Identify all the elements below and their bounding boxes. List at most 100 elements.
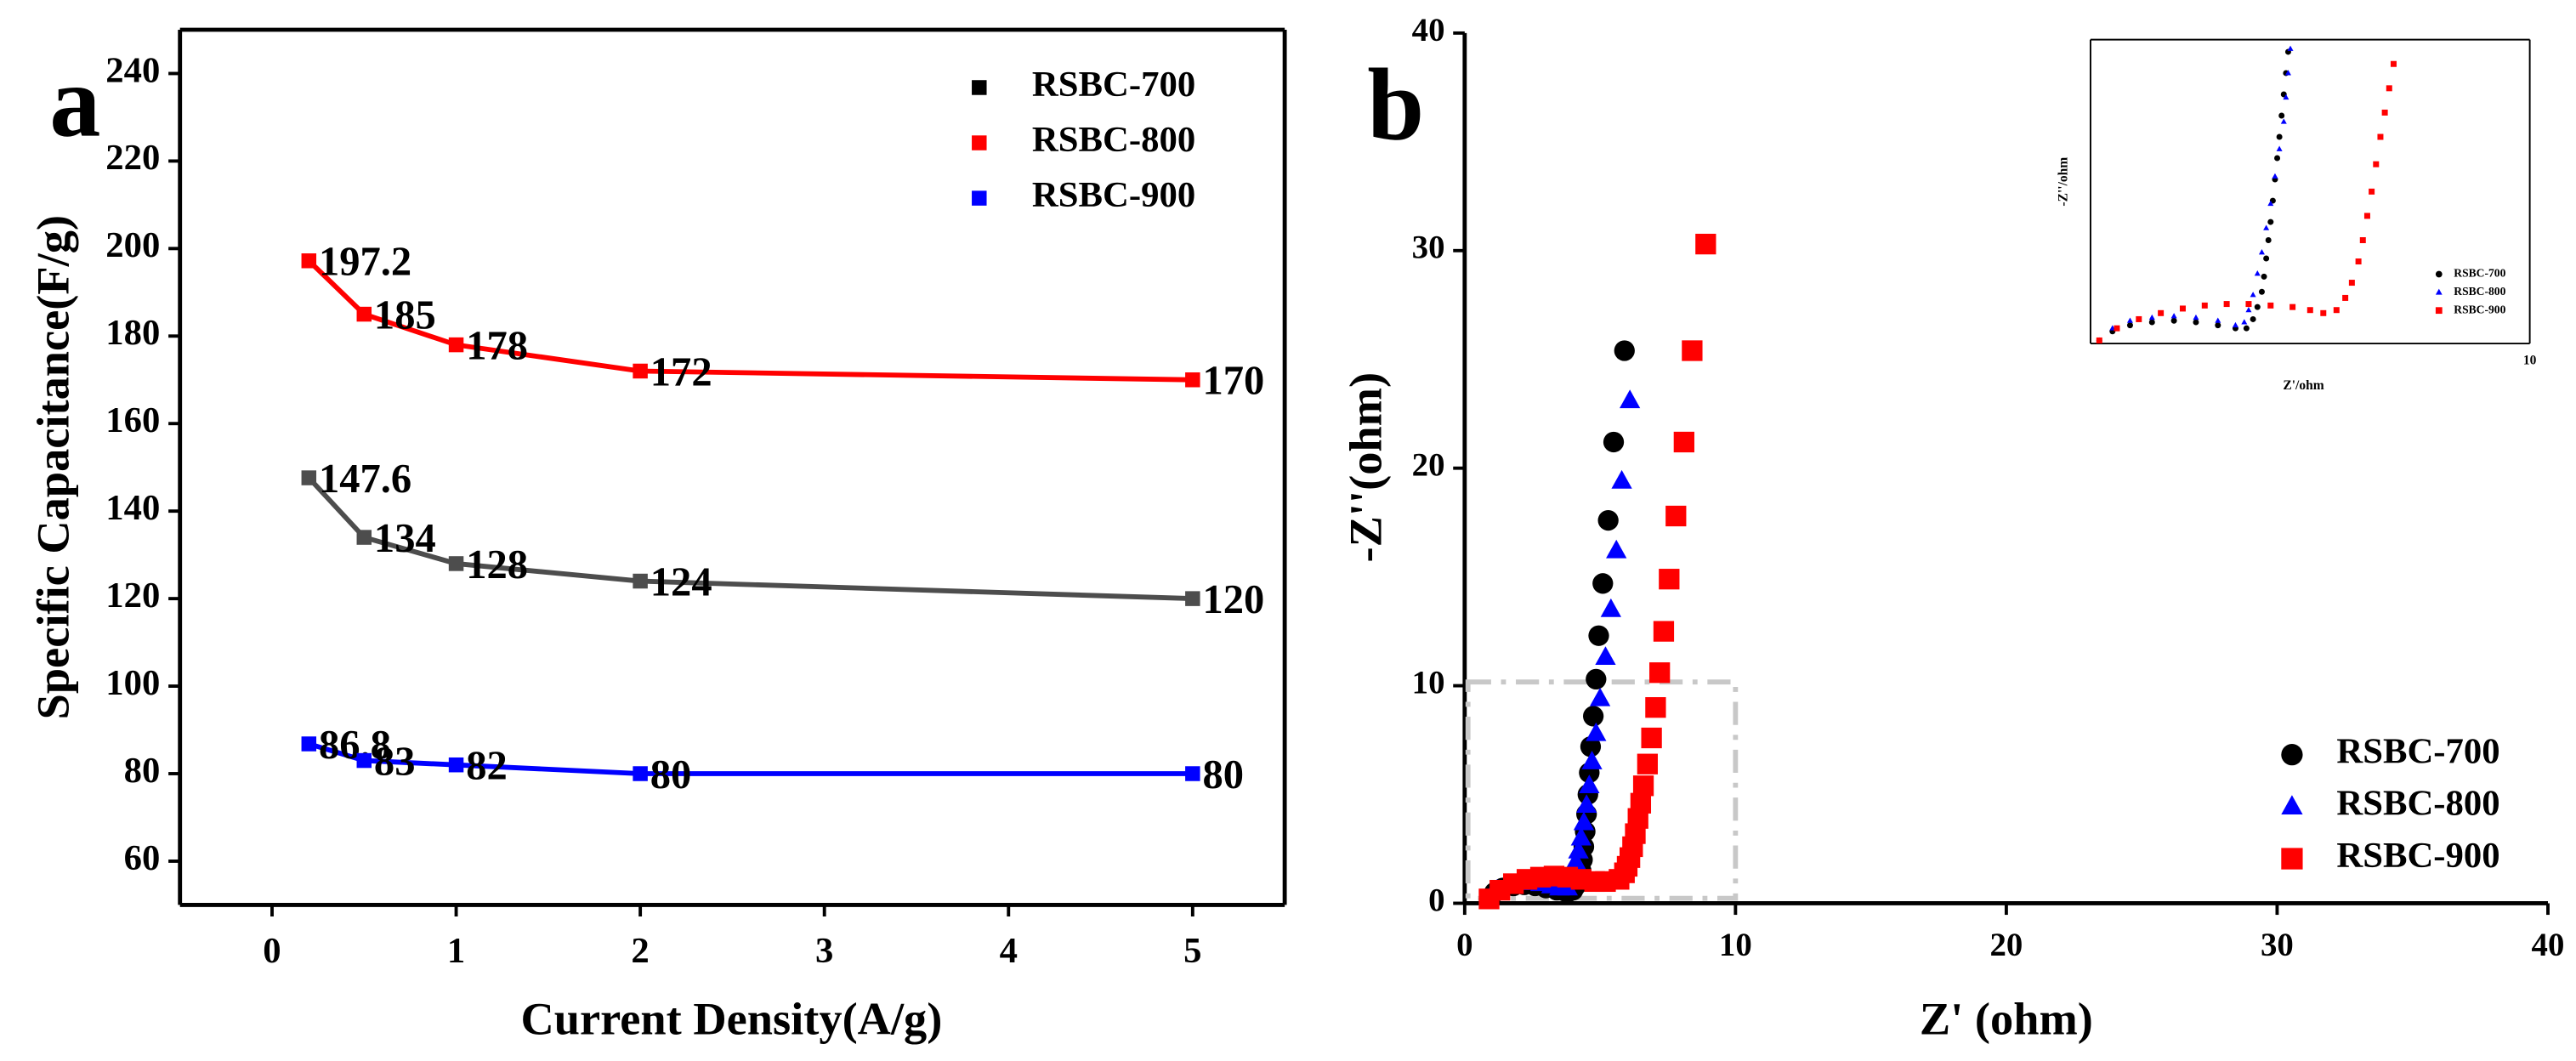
y-tick-label: 160 [105, 400, 160, 440]
legend-marker [2281, 795, 2303, 814]
data-point [2276, 145, 2283, 151]
data-point [1580, 736, 1602, 757]
data-point [2193, 314, 2199, 321]
data-point [2179, 305, 2186, 312]
data-point [1597, 509, 1619, 531]
x-axis-label: Current Density(A/g) [521, 994, 943, 1045]
data-label: 124 [650, 559, 712, 604]
data-label: 83 [374, 739, 416, 785]
data-point [1606, 539, 1627, 559]
legend-marker [972, 80, 987, 95]
data-label: 82 [466, 743, 508, 789]
chart-panel: a Specific Capacitance(F/g) Current Densit… [27, 27, 1287, 1045]
legend-marker [972, 190, 987, 206]
y-tick-label: 240 [105, 50, 160, 90]
data-point [2363, 213, 2370, 219]
data-point [1653, 621, 1675, 642]
data-label: 120 [1202, 576, 1264, 622]
data-point [1570, 826, 1592, 846]
y-tick-label: 10 [1412, 664, 1445, 701]
data-point [1576, 794, 1597, 814]
data-point [2245, 306, 2252, 313]
data-point [1185, 591, 1200, 606]
data-point [2215, 317, 2221, 323]
data-point [2241, 319, 2248, 325]
data-point [2136, 315, 2142, 322]
legend-marker [2435, 270, 2443, 278]
data-point [356, 752, 372, 769]
data-point [2215, 322, 2221, 329]
data-point [356, 306, 372, 322]
legend-label: RSBC-900 [1032, 175, 1195, 215]
y-tick-label: 60 [124, 838, 161, 878]
data-point [2348, 280, 2355, 287]
data-point [1641, 727, 1662, 749]
data-point [2369, 188, 2375, 195]
legend-marker [2435, 307, 2443, 315]
data-point [1565, 850, 1586, 870]
x-tick-label: 3 [815, 931, 833, 971]
data-point [2272, 173, 2278, 179]
data-point [633, 766, 648, 781]
data-point [1579, 774, 1600, 794]
y-tick-label: 180 [105, 313, 160, 353]
y-tick-label: 30 [1412, 230, 1445, 266]
legend-label: RSBC-700 [2454, 267, 2505, 280]
data-point [2258, 288, 2265, 295]
data-label: 172 [650, 349, 712, 394]
legend-label: RSBC-900 [2454, 303, 2505, 315]
data-point [2158, 309, 2165, 316]
data-point [2201, 302, 2208, 309]
legend-marker [2281, 744, 2303, 766]
data-point [2333, 307, 2340, 314]
data-point [2148, 314, 2155, 321]
data-point [2232, 321, 2238, 328]
x-tick-label: 0 [1456, 927, 1472, 963]
data-point [1603, 431, 1625, 453]
data-point [2381, 109, 2388, 116]
x-tick-label: 40 [2532, 927, 2565, 963]
legend-label: RSBC-800 [2336, 784, 2499, 824]
data-point [2289, 304, 2296, 310]
legend-label: RSBC-900 [2336, 836, 2499, 876]
data-point [1568, 839, 1589, 859]
legend-marker [2435, 288, 2443, 295]
data-point [2114, 325, 2120, 332]
data-point [1185, 766, 1200, 781]
data-point [2278, 112, 2285, 119]
data-point [2170, 313, 2177, 319]
x-tick-label: 5 [1183, 931, 1201, 971]
x-tick-label: 10 [2523, 354, 2537, 368]
data-label: 170 [1202, 358, 1264, 404]
inset-frame-bg [2090, 39, 2530, 344]
data-point [1659, 569, 1680, 590]
data-point [1600, 598, 1621, 617]
data-label: 80 [1202, 752, 1244, 797]
data-point [1673, 431, 1694, 453]
data-point [1630, 792, 1652, 814]
data-point [2193, 319, 2199, 326]
data-point [2096, 337, 2102, 343]
data-point [2250, 315, 2256, 322]
y-tick-label: 20 [1412, 447, 1445, 484]
x-tick-label: 2 [631, 931, 649, 971]
data-point [2283, 94, 2289, 100]
data-point [2126, 317, 2133, 323]
data-point [1588, 625, 1609, 646]
data-point [2148, 319, 2155, 326]
legend-label: RSBC-700 [1032, 65, 1195, 105]
data-label: 197.2 [319, 239, 411, 285]
data-label: 178 [466, 323, 528, 369]
y-tick-label: 40 [1412, 12, 1445, 48]
data-point [1632, 775, 1654, 797]
data-point [1611, 469, 1632, 489]
x-axis-label: Z'/ohm [2283, 378, 2324, 393]
data-point [2306, 307, 2313, 314]
data-point [2284, 70, 2291, 76]
data-point [2276, 133, 2283, 140]
data-point [2320, 309, 2327, 316]
y-axis-label: Specific Capacitance(F/g) [27, 215, 78, 719]
data-point [2267, 218, 2274, 225]
data-point [633, 363, 648, 379]
data-point [2373, 161, 2380, 167]
